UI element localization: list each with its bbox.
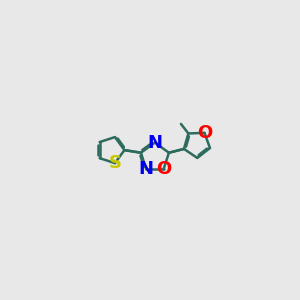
Text: N: N <box>139 160 154 178</box>
Text: S: S <box>109 154 122 172</box>
Text: N: N <box>147 134 162 152</box>
Text: O: O <box>197 124 212 142</box>
Text: O: O <box>156 160 171 178</box>
